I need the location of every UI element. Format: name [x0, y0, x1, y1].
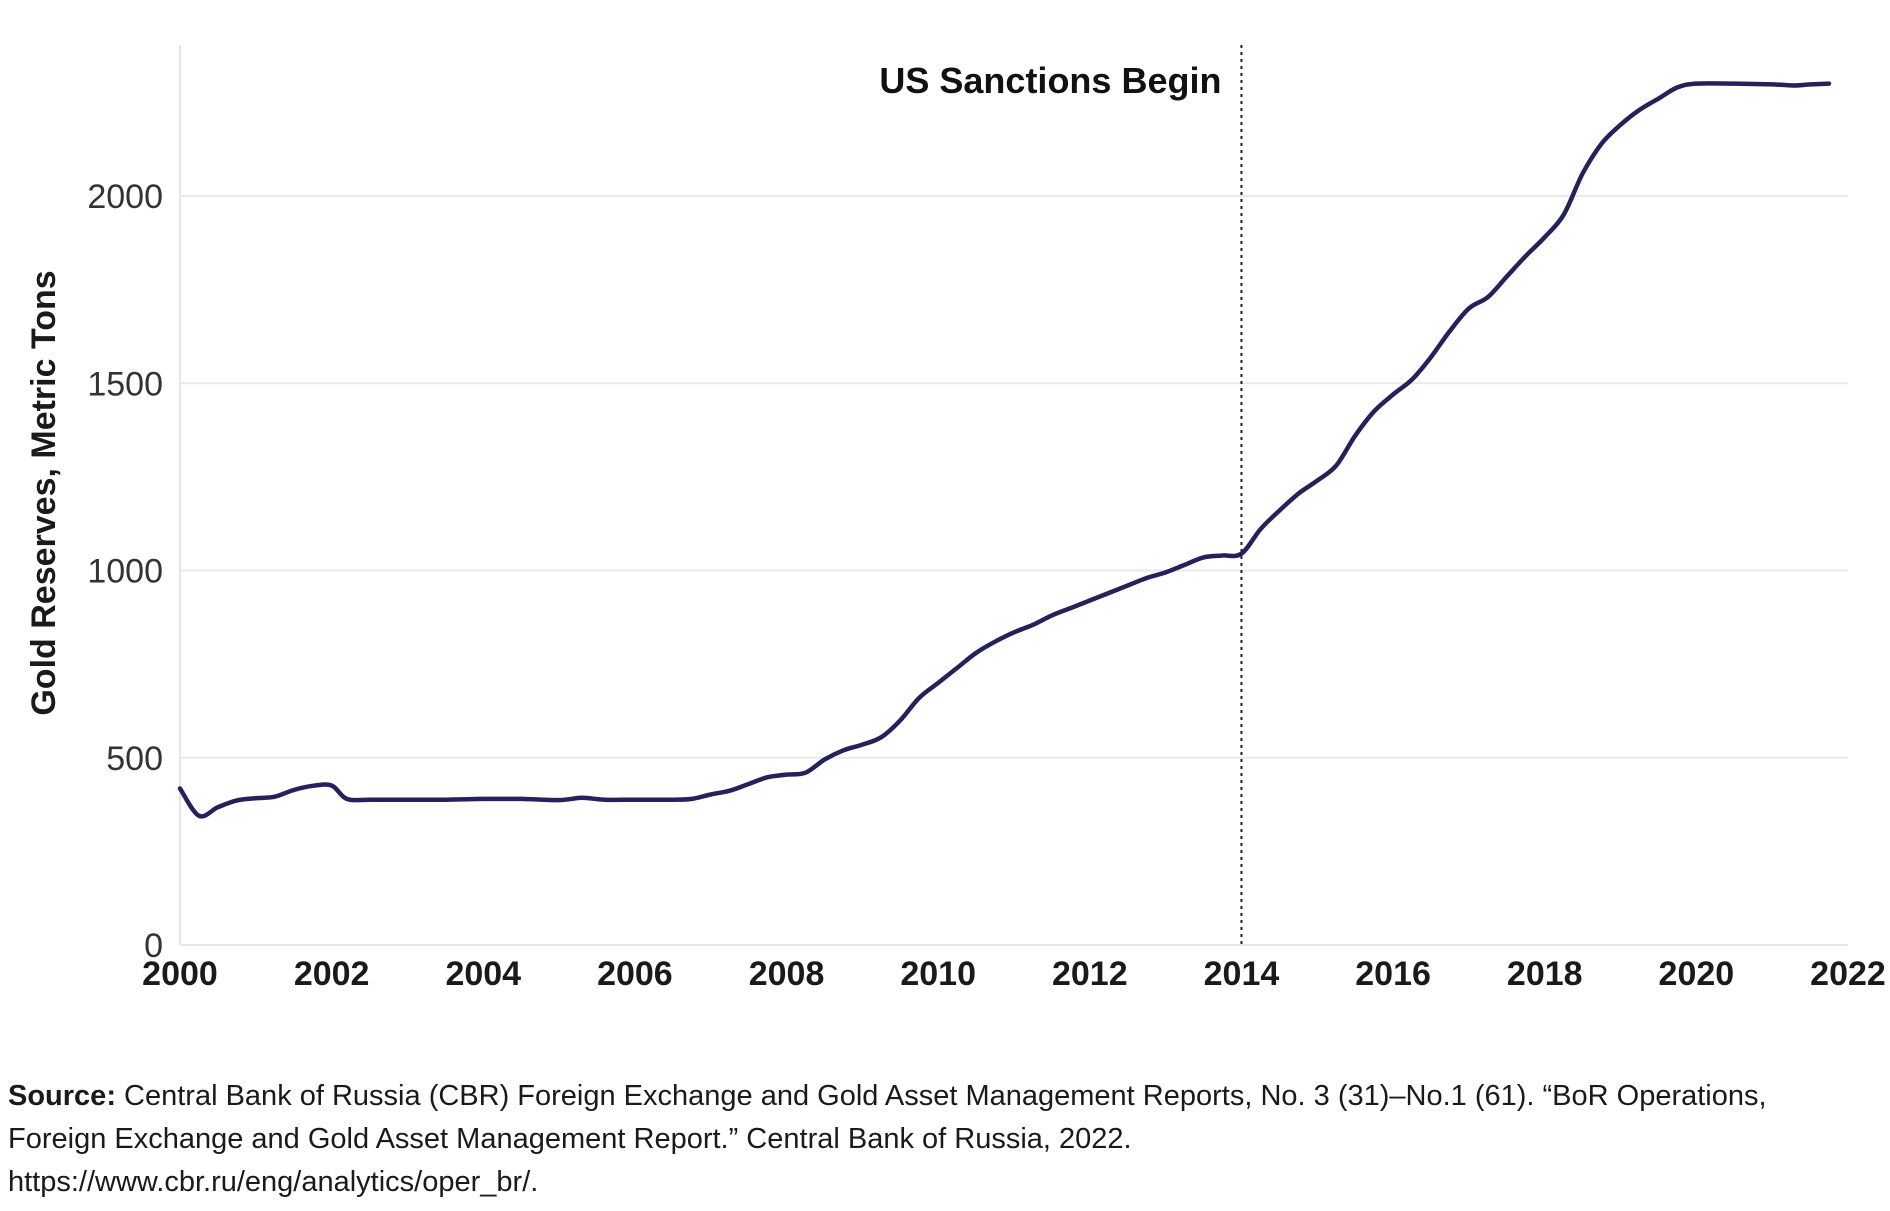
gridlines — [180, 195, 1848, 759]
source-url: https://www.cbr.ru/eng/analytics/oper_br… — [8, 1166, 539, 1198]
source-note: Source: Central Bank of Russia (CBR) For… — [8, 1075, 1868, 1204]
sanctions-annotation: US Sanctions Begin — [879, 60, 1221, 101]
x-tick-2012: 2012 — [1052, 955, 1128, 993]
y-tick-1000: 1000 — [87, 553, 163, 591]
y-tick-1500: 1500 — [87, 365, 163, 403]
gold-reserves-line — [177, 81, 1832, 819]
source-label: Source: — [8, 1080, 116, 1112]
y-tick-0: 0 — [144, 927, 163, 965]
gold-reserves-chart: 0 500 1000 1500 2000 2000 2002 2004 2006 2008 201… — [25, 45, 1886, 993]
y-axis-label: Gold Reserves, Metric Tons — [25, 270, 63, 715]
y-tick-500: 500 — [106, 740, 163, 778]
x-tick-2002: 2002 — [294, 955, 370, 993]
x-tick-2004: 2004 — [445, 955, 521, 993]
x-tick-2010: 2010 — [900, 955, 976, 993]
x-tick-2000: 2000 — [142, 955, 218, 993]
x-tick-2016: 2016 — [1355, 955, 1431, 993]
y-tick-2000: 2000 — [87, 178, 163, 216]
x-tick-2018: 2018 — [1507, 955, 1583, 993]
x-tick-2014: 2014 — [1204, 955, 1280, 993]
source-text: Central Bank of Russia (CBR) Foreign Exc… — [8, 1080, 1767, 1155]
y-tick-labels: 0 500 1000 1500 2000 — [87, 178, 163, 965]
x-tick-2008: 2008 — [749, 955, 825, 993]
x-tick-2022: 2022 — [1810, 955, 1886, 993]
x-tick-labels: 2000 2002 2004 2006 2008 2010 2012 2014 2016 2018… — [142, 955, 1886, 993]
x-tick-2020: 2020 — [1659, 955, 1735, 993]
x-tick-2006: 2006 — [597, 955, 673, 993]
